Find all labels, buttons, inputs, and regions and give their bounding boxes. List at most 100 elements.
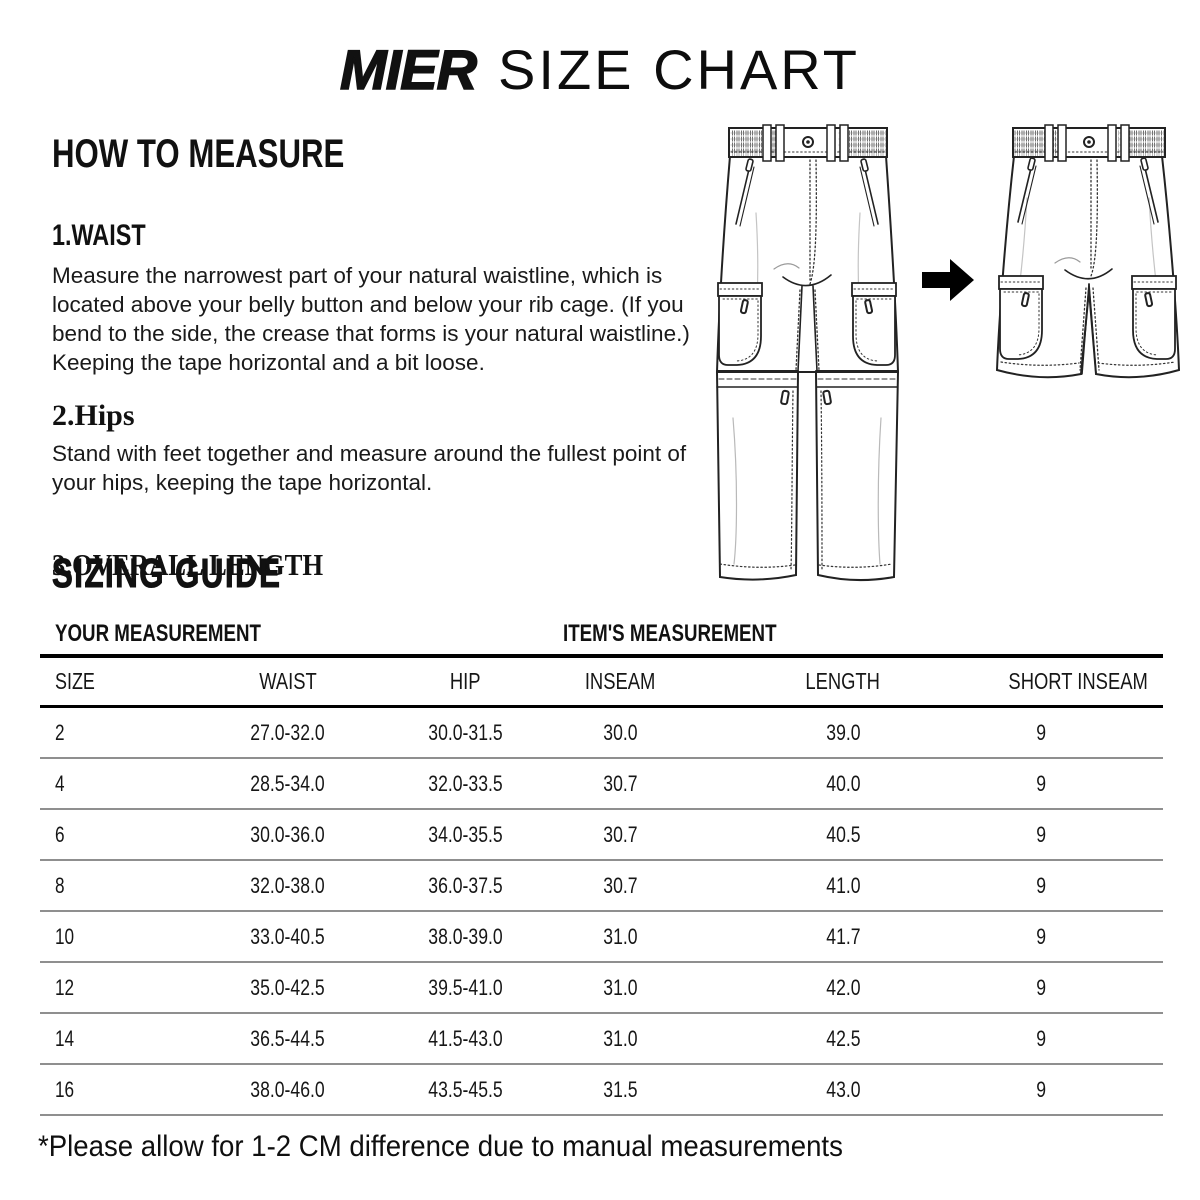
cell-hip: 36.0-37.5 bbox=[385, 860, 545, 912]
cell-hip: 39.5-41.0 bbox=[385, 962, 545, 1014]
shorts-hem-stitching bbox=[1000, 361, 1176, 366]
waist-instructions: Measure the narrowest part of your natur… bbox=[52, 263, 690, 375]
shorts-cargo-pocket-right bbox=[1131, 275, 1177, 360]
table-row: 10 33.0-40.5 38.0-39.0 31.0 41.7 9 bbox=[40, 911, 1163, 963]
cell-waist: 30.0-36.0 bbox=[190, 809, 385, 861]
hips-heading: 2.Hips bbox=[52, 399, 135, 432]
shorts-diagram bbox=[995, 124, 1181, 379]
belt-loop bbox=[1107, 124, 1117, 162]
your-measurement-label: YOUR MEASUREMENT bbox=[55, 620, 261, 647]
cell-short-inseam: 9 bbox=[991, 860, 1163, 912]
pants-legs-stitching bbox=[719, 390, 893, 571]
table-row: 2 27.0-32.0 30.0-31.5 30.0 39.0 9 bbox=[40, 706, 1163, 759]
measurement-disclaimer: *Please allow for 1-2 CM difference due … bbox=[38, 1130, 843, 1163]
cell-waist: 38.0-46.0 bbox=[190, 1064, 385, 1116]
table-row: 4 28.5-34.0 32.0-33.5 30.7 40.0 9 bbox=[40, 758, 1163, 810]
cell-waist: 35.0-42.5 bbox=[190, 962, 385, 1014]
cell-length: 42.5 bbox=[695, 1013, 991, 1065]
how-to-measure-section: HOW TO MEASURE 1.WAIST Measure the narro… bbox=[52, 134, 707, 580]
sizing-table: SIZE WAIST HIP INSEAM LENGTH SHORT INSEA… bbox=[40, 654, 1163, 1116]
cell-length: 40.5 bbox=[695, 809, 991, 861]
page-title-text: SIZE CHART bbox=[498, 38, 860, 101]
cell-size: 2 bbox=[40, 706, 190, 759]
cell-size: 14 bbox=[40, 1013, 190, 1065]
leg-zipper-pull bbox=[822, 389, 832, 406]
cell-short-inseam: 9 bbox=[991, 911, 1163, 963]
pants-body bbox=[715, 155, 900, 582]
belt-loop bbox=[1057, 124, 1067, 162]
pants-waistband bbox=[728, 124, 888, 162]
measurement-group-labels: YOUR MEASUREMENT ITEM'S MEASUREMENT bbox=[40, 610, 1163, 654]
cell-waist: 27.0-32.0 bbox=[190, 706, 385, 759]
cell-short-inseam: 9 bbox=[991, 1064, 1163, 1116]
cell-size: 4 bbox=[40, 758, 190, 810]
table-row: 14 36.5-44.5 41.5-43.0 31.0 42.5 9 bbox=[40, 1013, 1163, 1065]
table-row: 12 35.0-42.5 39.5-41.0 31.0 42.0 9 bbox=[40, 962, 1163, 1014]
table-header-row: SIZE WAIST HIP INSEAM LENGTH SHORT INSEA… bbox=[40, 654, 1163, 708]
cell-hip: 34.0-35.5 bbox=[385, 809, 545, 861]
shorts-fly bbox=[1079, 159, 1100, 371]
belt-loop bbox=[775, 124, 785, 162]
table-row: 8 32.0-38.0 36.0-37.5 30.7 41.0 9 bbox=[40, 860, 1163, 912]
cell-waist: 32.0-38.0 bbox=[190, 860, 385, 912]
page-title: MIER SIZE CHART bbox=[0, 38, 1200, 101]
column-header-size: SIZE bbox=[40, 654, 190, 708]
how-to-measure-heading: HOW TO MEASURE bbox=[52, 132, 345, 176]
cell-hip: 30.0-31.5 bbox=[385, 706, 545, 759]
cell-inseam: 31.0 bbox=[545, 1013, 695, 1065]
convertible-pants-diagram bbox=[715, 124, 900, 582]
right-arrow-icon bbox=[922, 259, 974, 301]
cell-waist: 28.5-34.0 bbox=[190, 758, 385, 810]
cell-length: 41.7 bbox=[695, 911, 991, 963]
pants-hand-pockets bbox=[735, 158, 879, 227]
brand-logo-text: MIER bbox=[339, 38, 478, 101]
cell-length: 42.0 bbox=[695, 962, 991, 1014]
pants-cargo-pocket-left bbox=[717, 282, 763, 366]
cell-length: 39.0 bbox=[695, 706, 991, 759]
belt-loop bbox=[826, 124, 836, 162]
cell-inseam: 30.0 bbox=[545, 706, 695, 759]
hips-instructions: Stand with feet together and measure aro… bbox=[52, 441, 687, 495]
shorts-cargo-pocket-left bbox=[998, 275, 1044, 360]
cell-hip: 38.0-39.0 bbox=[385, 911, 545, 963]
cell-hip: 43.5-45.5 bbox=[385, 1064, 545, 1116]
sizing-table-section: YOUR MEASUREMENT ITEM'S MEASUREMENT SIZE… bbox=[40, 610, 1163, 1116]
cell-waist: 36.5-44.5 bbox=[190, 1013, 385, 1065]
items-measurement-label: ITEM'S MEASUREMENT bbox=[563, 620, 777, 647]
pants-fly bbox=[795, 159, 820, 371]
leg-zipper-pull bbox=[780, 389, 790, 406]
cell-hip: 32.0-33.5 bbox=[385, 758, 545, 810]
cell-waist: 33.0-40.5 bbox=[190, 911, 385, 963]
cell-hip: 41.5-43.0 bbox=[385, 1013, 545, 1065]
cell-inseam: 31.5 bbox=[545, 1064, 695, 1116]
cell-inseam: 30.7 bbox=[545, 758, 695, 810]
cell-inseam: 30.7 bbox=[545, 860, 695, 912]
shorts-hand-pockets bbox=[1017, 157, 1159, 225]
cell-length: 41.0 bbox=[695, 860, 991, 912]
belt-loop bbox=[1120, 124, 1130, 162]
shorts-waistband bbox=[1012, 124, 1166, 162]
pants-cargo-pocket-right bbox=[851, 282, 897, 366]
cell-short-inseam: 9 bbox=[991, 809, 1163, 861]
table-row: 16 38.0-46.0 43.5-45.5 31.5 43.0 9 bbox=[40, 1064, 1163, 1116]
cell-short-inseam: 9 bbox=[991, 962, 1163, 1014]
column-header-waist: WAIST bbox=[190, 654, 385, 708]
column-header-short-inseam: SHORT INSEAM bbox=[991, 654, 1163, 708]
cell-inseam: 30.7 bbox=[545, 809, 695, 861]
belt-loop bbox=[1044, 124, 1054, 162]
garment-figures bbox=[698, 112, 1198, 600]
cell-inseam: 31.0 bbox=[545, 911, 695, 963]
cell-short-inseam: 9 bbox=[991, 706, 1163, 759]
cell-inseam: 31.0 bbox=[545, 962, 695, 1014]
cell-size: 10 bbox=[40, 911, 190, 963]
cell-short-inseam: 9 bbox=[991, 758, 1163, 810]
cell-size: 6 bbox=[40, 809, 190, 861]
cell-length: 40.0 bbox=[695, 758, 991, 810]
column-header-inseam: INSEAM bbox=[545, 654, 695, 708]
zip-off-band bbox=[716, 370, 899, 406]
column-header-hip: HIP bbox=[385, 654, 545, 708]
belt-loop bbox=[762, 124, 772, 162]
cell-short-inseam: 9 bbox=[991, 1013, 1163, 1065]
cell-size: 16 bbox=[40, 1064, 190, 1116]
